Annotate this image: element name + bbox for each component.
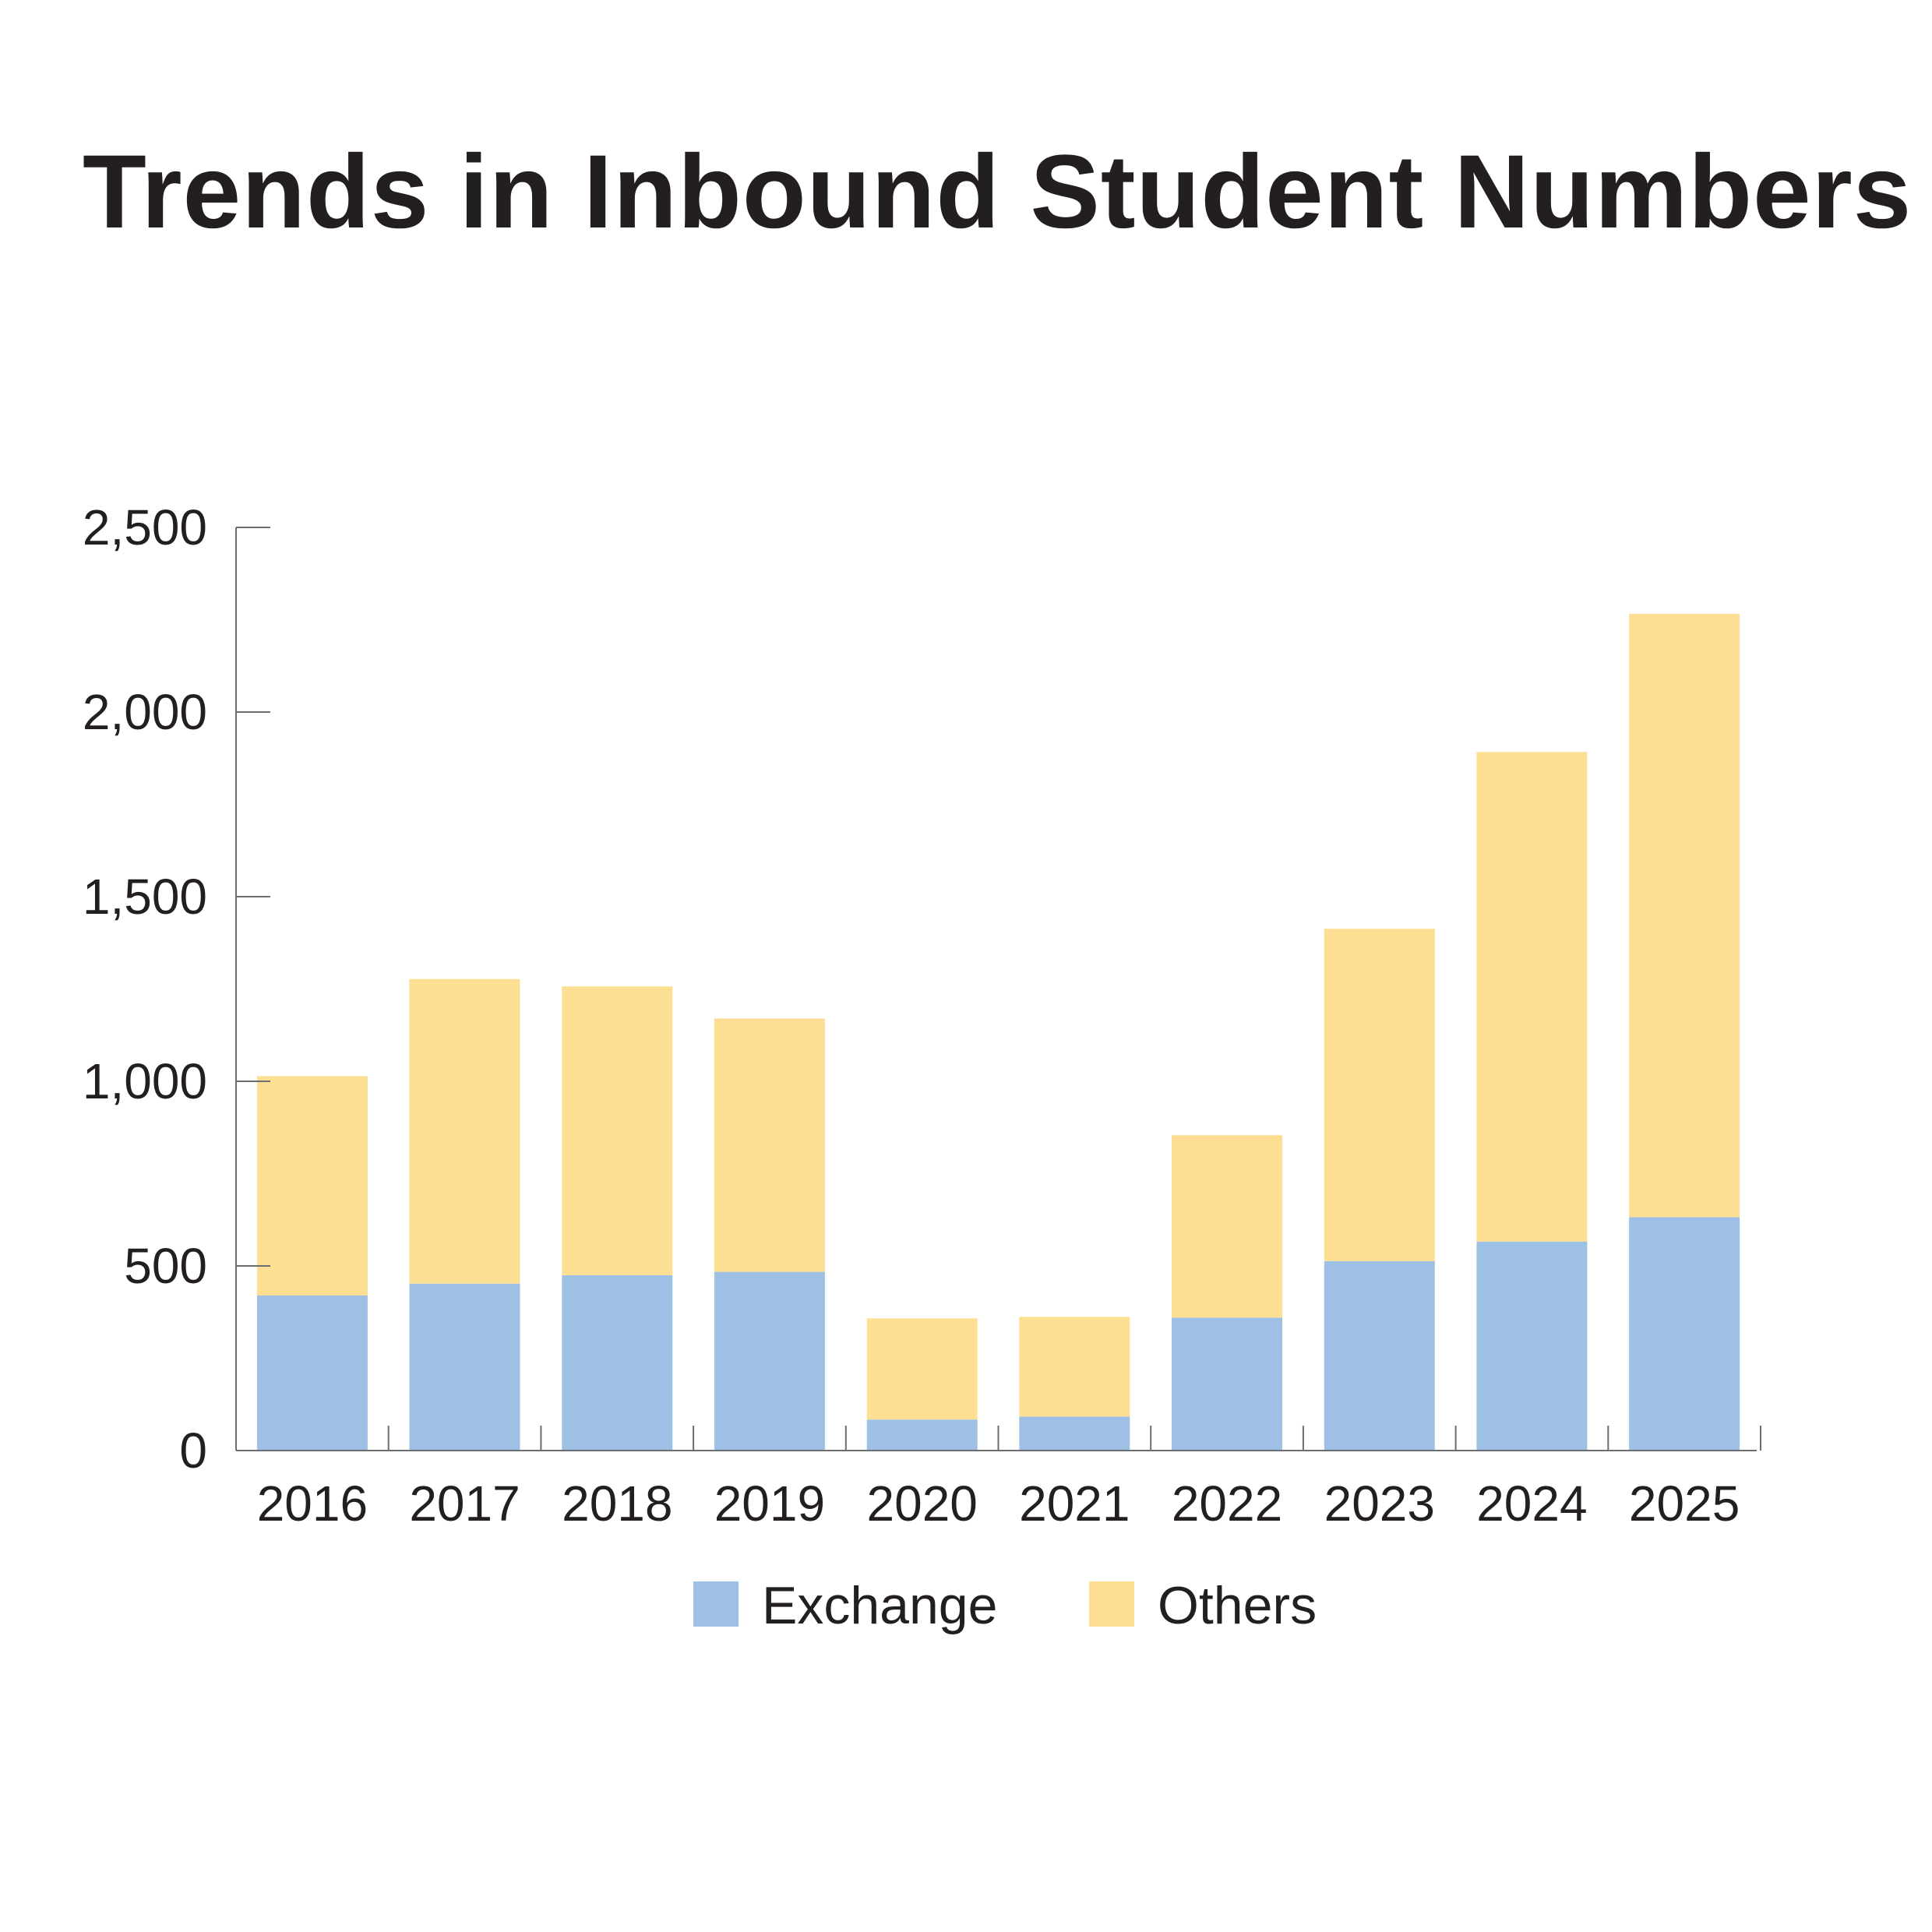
x-tick-label: 2025 (1629, 1475, 1740, 1532)
bar-exchange-2023 (1324, 1260, 1435, 1451)
bar-others-2020 (866, 1318, 978, 1420)
bar-exchange-2016 (256, 1295, 368, 1451)
bar-exchange-2024 (1476, 1241, 1588, 1451)
bar-others-2025 (1629, 613, 1740, 1218)
y-tick-label: 0 (179, 1423, 207, 1479)
bar-exchange-2018 (562, 1274, 673, 1451)
bar-others-2023 (1324, 929, 1435, 1261)
x-tick-label: 2024 (1476, 1475, 1587, 1532)
x-tick-label: 2023 (1324, 1475, 1435, 1532)
bar-exchange-2020 (866, 1419, 978, 1451)
y-tick-label: 2,000 (83, 684, 207, 740)
bar-exchange-2019 (714, 1271, 825, 1451)
bar-others-2021 (1019, 1317, 1130, 1417)
x-tick-label: 2018 (562, 1475, 672, 1532)
bar-exchange-2022 (1172, 1317, 1282, 1451)
axes-layer (235, 527, 1761, 1451)
x-tick-label: 2021 (1019, 1475, 1130, 1532)
x-tick-label: 2020 (867, 1475, 978, 1532)
x-tick-label: 2016 (257, 1475, 368, 1532)
legend-swatch-exchange (693, 1581, 739, 1627)
bar-others-2017 (409, 978, 520, 1284)
bar-others-2019 (714, 1018, 825, 1272)
y-tick-label: 2,500 (83, 499, 207, 555)
x-tick-label: 2019 (714, 1475, 825, 1532)
y-tick-label: 500 (124, 1238, 207, 1294)
bar-exchange-2021 (1019, 1416, 1130, 1451)
x-tick-label: 2022 (1172, 1475, 1282, 1532)
bar-exchange-2017 (409, 1283, 520, 1451)
labels-layer: 0 500 1,000 1,500 2,000 2,500 2016 2017 2018 2019… (83, 499, 1740, 1532)
bar-others-2018 (562, 986, 673, 1275)
bar-exchange-2025 (1629, 1217, 1740, 1451)
bar-others-2022 (1172, 1135, 1282, 1318)
chart-title: Trends in Inbound Student Numbers (83, 134, 1913, 250)
legend-swatch-others (1089, 1581, 1134, 1627)
legend: Exchange Others (693, 1576, 1317, 1635)
legend-label-others: Others (1158, 1576, 1317, 1635)
y-tick-label: 1,000 (83, 1053, 207, 1109)
bars-layer (256, 613, 1740, 1451)
x-tick-label: 2017 (409, 1475, 520, 1532)
y-tick-label: 1,500 (83, 869, 207, 925)
bar-others-2016 (256, 1076, 368, 1296)
bar-others-2024 (1476, 752, 1588, 1242)
legend-label-exchange: Exchange (762, 1576, 997, 1635)
